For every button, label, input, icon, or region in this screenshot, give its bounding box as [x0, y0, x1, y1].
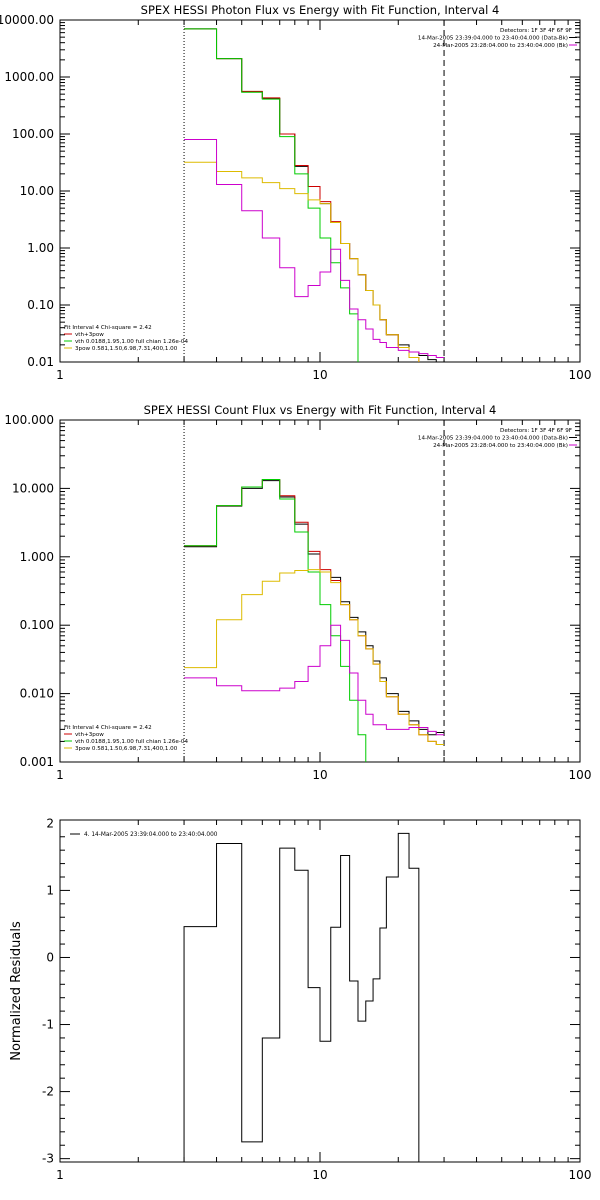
legend-left-entry: 3pow 0.581,1.50,6.98,7.31,400,1.00	[75, 746, 178, 752]
y-tick-label: 1	[46, 883, 54, 897]
series-line-bk	[184, 624, 445, 736]
x-tick-label: 100	[569, 768, 592, 782]
series-group	[184, 28, 445, 362]
legend-left-entry: 3pow 0.581,1.50,6.98,7.31,400,1.00	[75, 346, 178, 352]
x-axis: 1 10 100	[56, 820, 591, 1182]
legend-left: Fit Interval 4 Chi-square = 2.42vth+3pow…	[64, 725, 188, 752]
y-tick-label: 1000.00	[4, 70, 54, 84]
legend-right-entry: 24-Mar-2005 23:28:04.000 to 23:40:04.000…	[433, 43, 568, 49]
fit-label: Fit Interval 4 Chi-square = 2.42	[64, 325, 152, 331]
legend-left: Fit Interval 4 Chi-square = 2.42vth+3pow…	[64, 325, 188, 352]
legend: 4. 14-Mar-2005 23:39:04.000 to 23:40:04.…	[70, 832, 218, 838]
legend-right-entry: 14-Mar-2005 23:39:04.000 to 23:40:04.000…	[418, 36, 568, 42]
x-tick-label: 100	[569, 1168, 592, 1182]
y-tick-label: -3	[42, 1152, 54, 1166]
series-line-vth-3pow	[184, 478, 445, 746]
legend-entry: 4. 14-Mar-2005 23:39:04.000 to 23:40:04.…	[84, 832, 218, 838]
series-group	[183, 832, 420, 1162]
y-tick-label: 10000.00	[0, 13, 54, 27]
legend-right-entry: Detectors: 1F 3F 4F 6F 9F	[500, 428, 572, 434]
legend-left-entry: vth+3pow	[75, 732, 104, 738]
panel-3: 1 10 100 -3 -2 -1 0 1 2 Normalized Residuals 4. 14…	[9, 816, 591, 1182]
series-line-residuals	[183, 832, 420, 1162]
chart-title: SPEX HESSI Count Flux vs Energy with Fit…	[144, 403, 497, 417]
legend-right-entry: 14-Mar-2005 23:39:04.000 to 23:40:04.000…	[418, 436, 568, 442]
y-tick-label: 0.100	[20, 618, 54, 632]
x-tick-label: 1	[56, 1168, 64, 1182]
y-tick-label: 0.010	[20, 687, 54, 701]
chart-title: SPEX HESSI Photon Flux vs Energy with Fi…	[141, 3, 500, 17]
legend-right-entry: Detectors: 1F 3F 4F 6F 9F	[500, 28, 572, 34]
y-axis: 0.01 0.10 1.00 10.00 100.00 1000.00 10000.00	[0, 13, 580, 369]
legend-left-entry: vth+3pow	[75, 332, 104, 338]
x-tick-label: 10	[312, 1168, 327, 1182]
series-line-vth-3pow	[184, 28, 420, 362]
series-line-vth	[184, 28, 359, 362]
x-axis: 1 10 100	[56, 20, 591, 382]
panel-1: SPEX HESSI Photon Flux vs Energy with Fi…	[0, 3, 591, 382]
panel-2: SPEX HESSI Count Flux vs Energy with Fit…	[4, 403, 592, 782]
y-tick-label: 10.00	[20, 184, 54, 198]
legend-right-entry: 24-Mar-2005 23:28:04.000 to 23:40:04.000…	[433, 443, 568, 449]
x-tick-label: 10	[312, 368, 327, 382]
y-tick-label: 2	[46, 816, 54, 830]
legend-left-entry: vth 0.0188,1.95,1.00 full chian 1.26e-04	[75, 339, 188, 345]
legend-left-entry: vth 0.0188,1.95,1.00 full chian 1.26e-04	[75, 739, 188, 745]
y-tick-label: 0.10	[27, 298, 54, 312]
y-tick-label: 0	[46, 950, 54, 964]
series-group	[184, 478, 445, 762]
series-line-3pow	[184, 161, 420, 362]
series-line-data-bk	[184, 480, 445, 736]
y-tick-label: 1.00	[27, 241, 54, 255]
x-tick-label: 10	[312, 768, 327, 782]
x-tick-label: 100	[569, 368, 592, 382]
x-tick-label: 1	[56, 368, 64, 382]
y-tick-label: 0.001	[20, 755, 54, 769]
y-tick-label: -1	[42, 1018, 54, 1032]
fit-label: Fit Interval 4 Chi-square = 2.42	[64, 725, 152, 731]
y-tick-label: 10.000	[12, 481, 54, 495]
legend-right: Detectors: 1F 3F 4F 6F 9F 14-Mar-2005 23:…	[418, 428, 577, 449]
series-line-vth	[184, 478, 367, 762]
y-axis: 0.001 0.010 0.100 1.000 10.000 100.000	[4, 413, 580, 769]
y-axis-label: Normalized Residuals	[9, 921, 24, 1061]
y-tick-label: 100.00	[12, 127, 54, 141]
series-line-3pow	[184, 569, 445, 746]
y-tick-label: 1.000	[20, 550, 54, 564]
y-tick-label: 100.000	[4, 413, 54, 427]
y-tick-label: -2	[42, 1085, 54, 1099]
legend-right: Detectors: 1F 3F 4F 6F 9F 14-Mar-2005 23:…	[418, 28, 577, 49]
series-line-bk	[184, 139, 445, 358]
x-tick-label: 1	[56, 768, 64, 782]
y-tick-label: 0.01	[27, 355, 54, 369]
series-line-data-bk	[184, 28, 445, 362]
y-axis: -3 -2 -1 0 1 2	[42, 816, 580, 1166]
